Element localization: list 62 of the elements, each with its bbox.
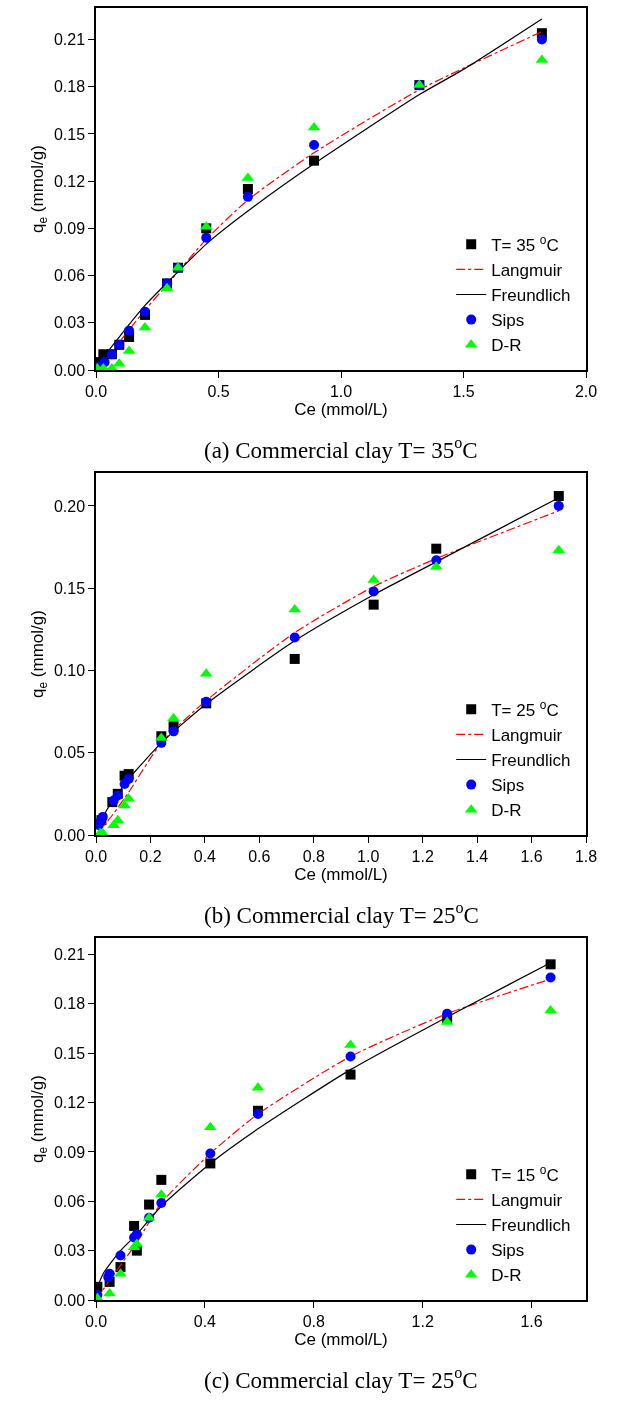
legend-label: Sips <box>491 311 525 331</box>
legend-label: D-R <box>491 801 522 821</box>
x-tick-label: 1.2 <box>411 1312 434 1330</box>
x-tick-label: 1.0 <box>357 847 380 865</box>
legend-label: T= 35 $^{o}$C <box>491 232 559 255</box>
y-tick-label: 0.15 <box>53 125 86 143</box>
x-tick-label: 1.0 <box>329 382 353 400</box>
legend-label: Freundlich <box>491 286 571 306</box>
legend-label: Sips <box>491 1241 525 1261</box>
x-axis-title: Ce (mmol/L) <box>294 864 388 884</box>
legend-label: Freundlich <box>491 1216 571 1236</box>
x-tick-label: 0.4 <box>193 1312 217 1330</box>
y-tick-label: 0.15 <box>53 1044 86 1062</box>
x-tick-label: 2.0 <box>574 382 598 400</box>
text: (a) Commercial clay T= 35$^{o}$C <box>204 434 478 463</box>
x-tick-label: 0.6 <box>248 847 271 865</box>
x-tick-label: 0.2 <box>139 847 162 865</box>
x-tick-label: 1.4 <box>465 847 489 865</box>
x-tick-label: 1.6 <box>520 847 543 865</box>
y-tick-label: 0.18 <box>53 78 86 96</box>
x-axis-title: Ce (mmol/L) <box>294 1329 388 1349</box>
text: (c) Commercial clay T= 25$^{o}$C <box>204 1364 478 1393</box>
text: (b) Commercial clay T= 25$^{o}$C <box>204 899 479 928</box>
y-tick-label: 0.00 <box>53 826 86 844</box>
y-tick-label: 0.00 <box>53 1291 86 1309</box>
legend-label: Langmuir <box>491 261 563 281</box>
y-tick-label: 0.21 <box>53 31 86 49</box>
y-tick-label: 0.09 <box>53 1143 86 1161</box>
y-tick-label: 0.21 <box>53 946 86 964</box>
y-tick-label: 0.00 <box>53 361 86 379</box>
x-tick-label: 0.8 <box>302 1312 325 1330</box>
legend-label: D-R <box>491 1266 522 1286</box>
y-tick-label: 0.09 <box>53 219 86 237</box>
x-tick-label: 0.5 <box>207 382 230 400</box>
y-tick-label: 0.10 <box>53 662 86 680</box>
x-tick-label: 1.2 <box>411 847 434 865</box>
legend-label: Langmuir <box>491 1191 563 1211</box>
legend-label: T= 25 $^{o}$C <box>491 697 559 720</box>
legend-label: T= 15 $^{o}$C <box>491 1162 559 1185</box>
x-tick-label: 0.0 <box>84 1312 108 1330</box>
x-axis-title: Ce (mmol/L) <box>294 399 388 419</box>
y-tick-label: 0.06 <box>53 1192 86 1210</box>
y-tick-label: 0.12 <box>53 1094 86 1112</box>
x-tick-label: 0.0 <box>84 847 108 865</box>
y-tick-label: 0.06 <box>53 267 86 285</box>
y-tick-label: 0.15 <box>53 579 86 597</box>
x-tick-label: 1.8 <box>574 847 598 865</box>
y-tick-label: 0.03 <box>53 314 86 332</box>
legend-label: D-R <box>491 336 522 356</box>
legend-label: Langmuir <box>491 726 563 746</box>
x-tick-label: 1.6 <box>520 1312 543 1330</box>
legend-label: Freundlich <box>491 751 571 771</box>
y-tick-label: 0.05 <box>53 744 86 762</box>
y-tick-label: 0.03 <box>53 1242 86 1260</box>
x-tick-label: 0.0 <box>84 382 108 400</box>
y-tick-label: 0.20 <box>53 497 86 515</box>
x-tick-label: 1.5 <box>452 382 475 400</box>
legend-label: Sips <box>491 776 525 796</box>
x-tick-label: 0.4 <box>193 847 217 865</box>
y-tick-label: 0.12 <box>53 172 86 190</box>
y-tick-label: 0.18 <box>53 995 86 1013</box>
x-tick-label: 0.8 <box>302 847 325 865</box>
